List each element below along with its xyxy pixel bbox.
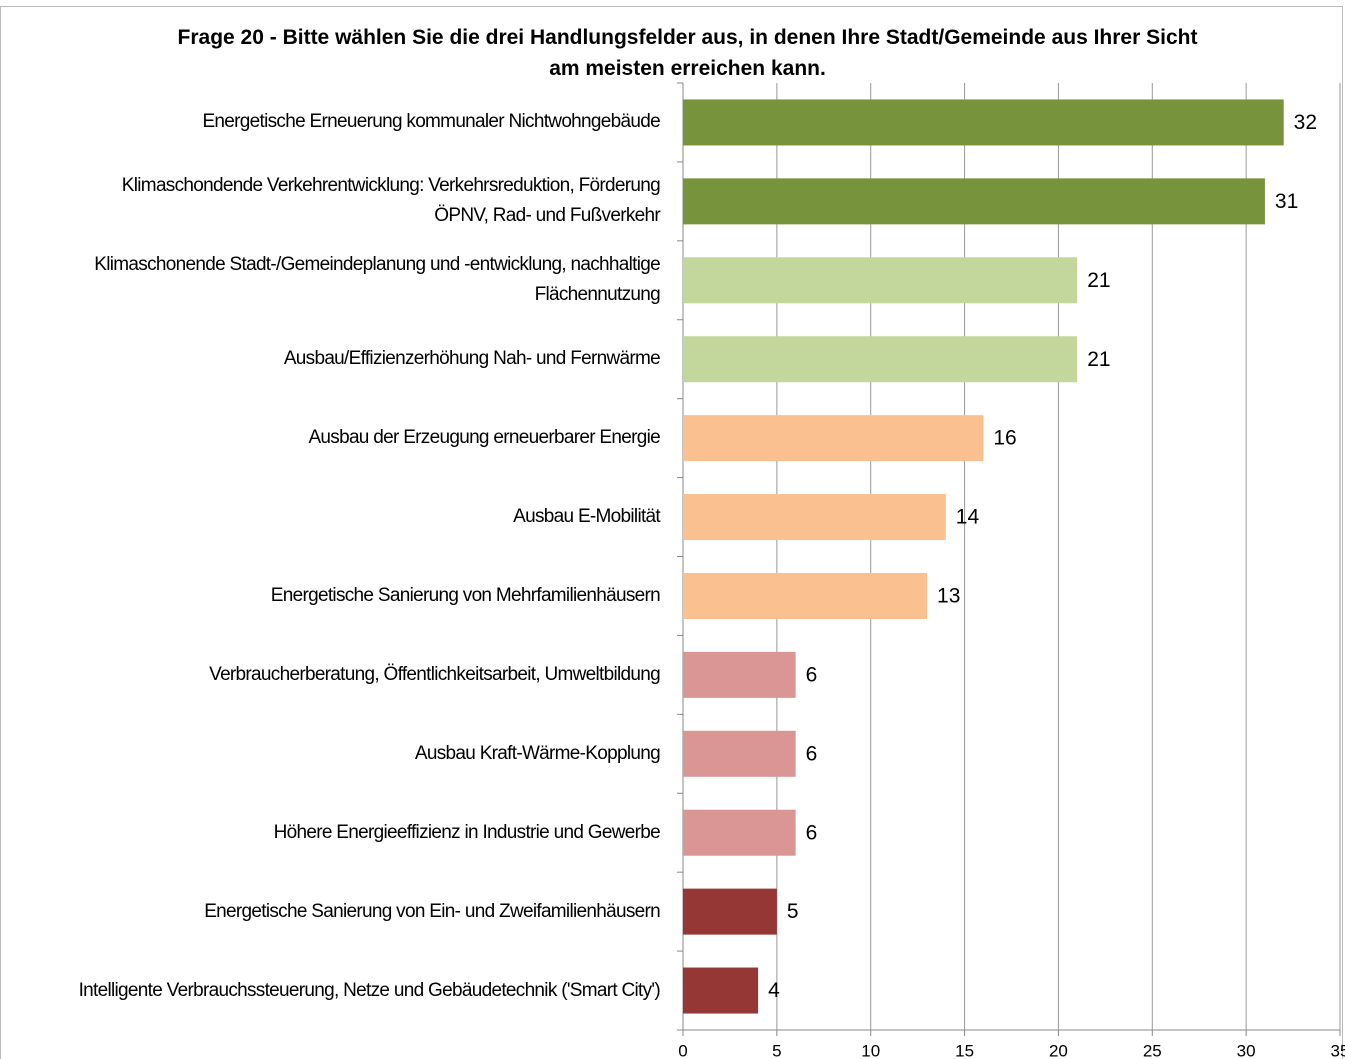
bar	[683, 257, 1078, 304]
value-label: 6	[806, 742, 818, 765]
value-label: 13	[937, 585, 960, 608]
value-label: 21	[1087, 348, 1110, 371]
value-label: 14	[956, 506, 980, 529]
value-label: 32	[1294, 111, 1317, 134]
value-label: 4	[768, 979, 780, 1002]
chart-title: Frage 20 - Bitte wählen Sie die drei Han…	[177, 26, 1198, 80]
bar	[683, 99, 1284, 146]
y-tick-label: Energetische Sanierung von Ein- und Zwei…	[204, 900, 660, 922]
y-tick-label: Intelligente Verbrauchssteuerung, Netze …	[78, 979, 661, 1001]
x-tick-label: 10	[861, 1041, 880, 1059]
x-tick-label: 30	[1237, 1041, 1256, 1059]
y-tick-label: Energetische Erneuerung kommunaler Nicht…	[202, 111, 660, 133]
y-tick-label: Verbraucherberatung, Öffentlichkeitsarbe…	[209, 663, 661, 685]
bar	[683, 415, 984, 462]
x-tick-label: 15	[955, 1041, 974, 1059]
value-label: 6	[806, 663, 818, 686]
bar	[683, 651, 796, 698]
bar	[683, 967, 759, 1014]
y-tick-label: Klimaschonende Stadt-/Gemeindeplanung un…	[94, 254, 660, 306]
x-tick-label: 5	[772, 1041, 781, 1059]
value-label: 31	[1275, 190, 1298, 213]
y-tick-label: Ausbau E-Mobilität	[513, 506, 661, 528]
x-tick-label: 0	[678, 1041, 687, 1059]
x-tick-label: 35	[1331, 1041, 1345, 1059]
y-tick-label: Klimaschondende Verkehrentwicklung: Verk…	[121, 175, 661, 227]
bar	[683, 730, 796, 777]
y-tick-label: Ausbau Kraft-Wärme-Kopplung	[414, 742, 661, 764]
x-tick-label: 25	[1143, 1041, 1162, 1059]
bar	[683, 888, 777, 935]
y-tick-label: Ausbau der Erzeugung erneuerbarer Energi…	[308, 427, 660, 449]
bar	[683, 572, 928, 619]
value-label: 16	[993, 427, 1016, 450]
value-label: 6	[806, 821, 818, 844]
y-tick-label: Ausbau/Effizienzerhöhung Nah- und Fernwä…	[283, 348, 661, 370]
chart-border	[0, 6, 1343, 1059]
bar	[683, 809, 796, 856]
value-label: 21	[1087, 269, 1110, 292]
y-tick-label: Höhere Energieeffizienz in Industrie und…	[273, 821, 661, 843]
bar	[683, 336, 1078, 383]
value-label: 5	[787, 900, 799, 923]
bar	[683, 494, 946, 541]
bar	[683, 178, 1265, 225]
x-tick-label: 20	[1049, 1041, 1068, 1059]
y-tick-label: Energetische Sanierung von Mehrfamilienh…	[270, 584, 661, 606]
